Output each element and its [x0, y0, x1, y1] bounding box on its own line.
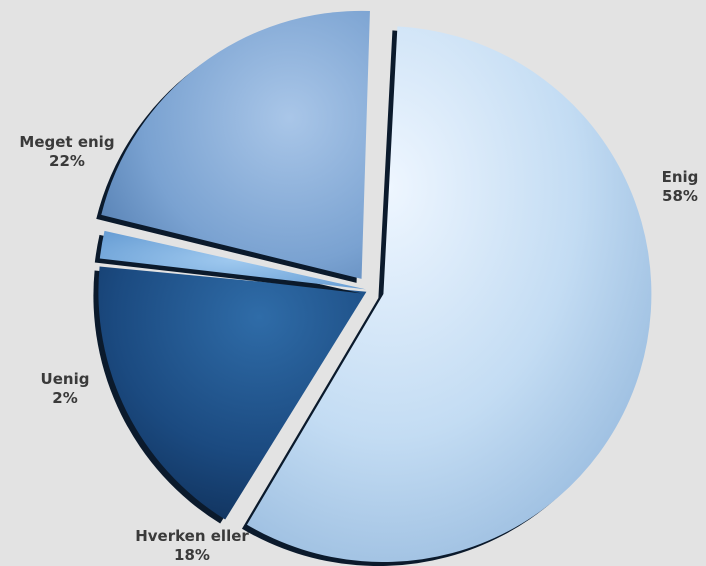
pie-slice-meget-enig	[101, 10, 370, 279]
pie-slice-hverken-eller	[98, 266, 367, 520]
slice-value-label: 18%	[174, 546, 210, 564]
slice-value-label: 22%	[49, 152, 85, 170]
slice-value-label: 2%	[52, 389, 77, 407]
slice-label: Enig	[662, 168, 699, 186]
slice-label: Meget enig	[19, 133, 114, 151]
slice-label: Uenig	[41, 370, 90, 388]
pie-slice-uenig	[99, 230, 367, 290]
pie-slice-enig	[246, 26, 652, 563]
slice-value-label: 58%	[662, 187, 698, 205]
slice-label: Hverken eller	[135, 527, 249, 545]
